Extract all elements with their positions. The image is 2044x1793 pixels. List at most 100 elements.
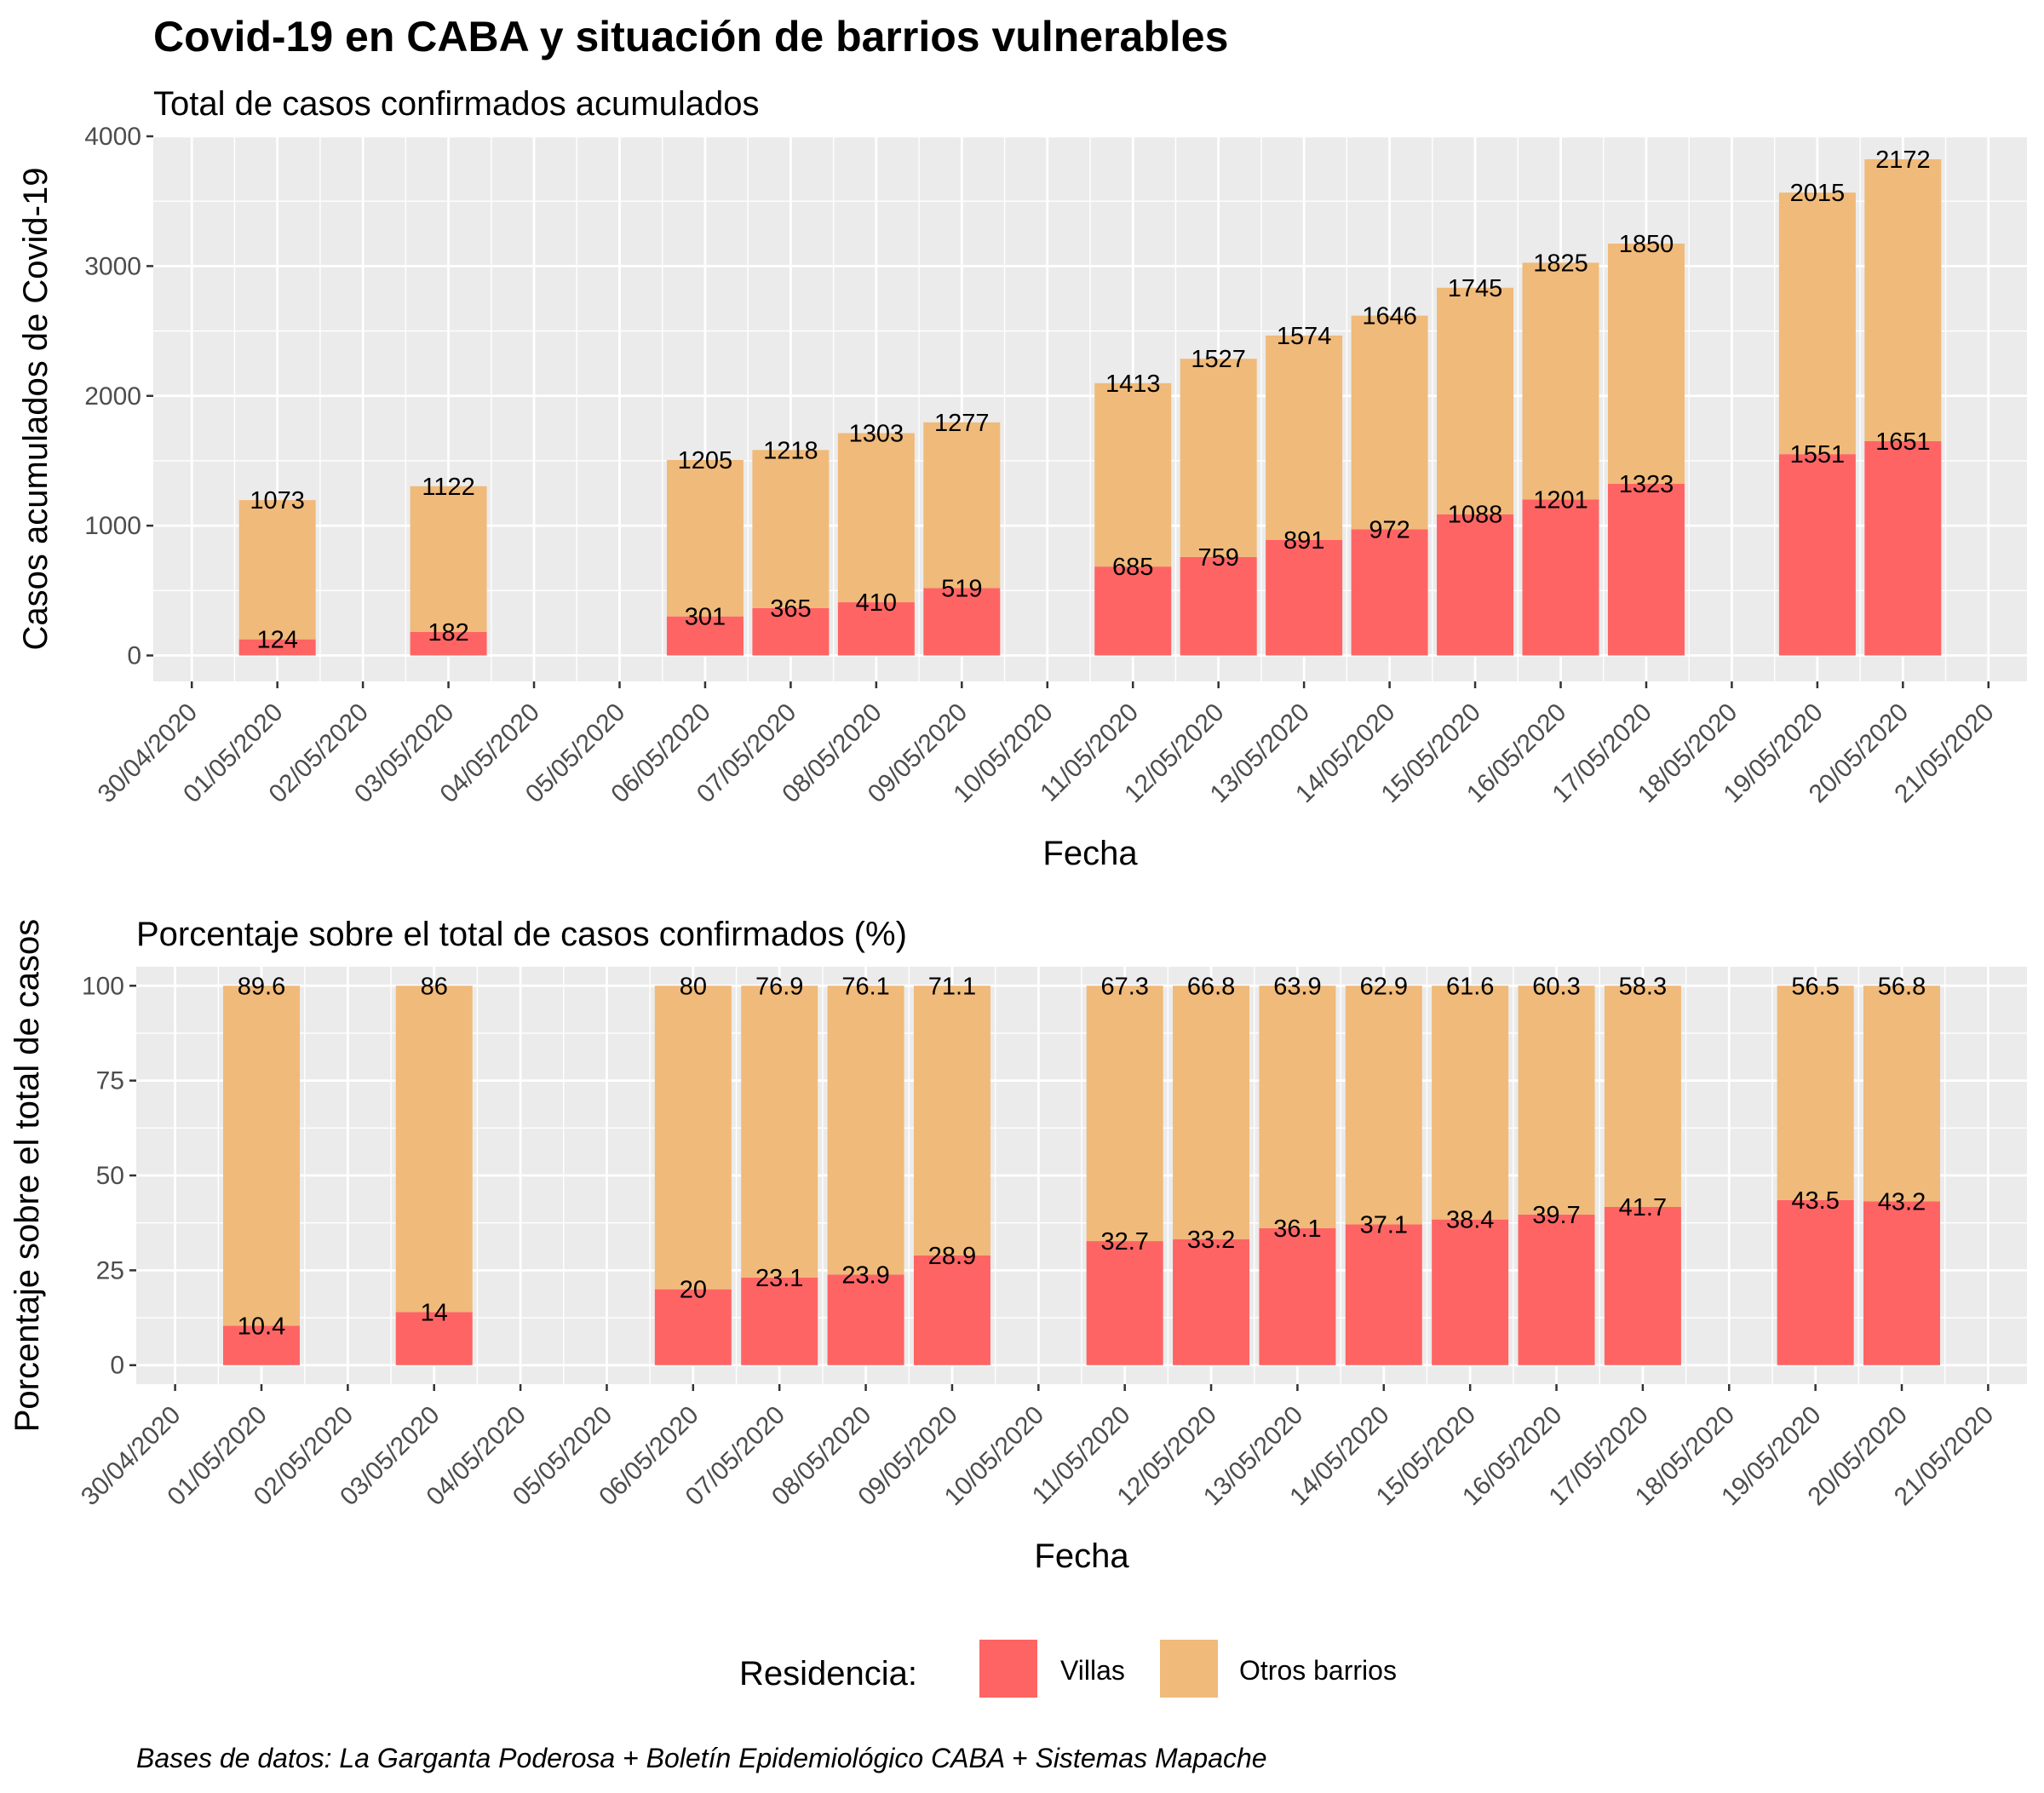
bars: 10.4 89.6 14 86 20 80 23.1 76.9 23.9 76.1 28.9 71.1… xyxy=(222,973,1941,1365)
bar-otros-barrios xyxy=(1173,986,1250,1239)
bar-otros-barrios xyxy=(1863,986,1941,1202)
y-tick-label: 75 xyxy=(96,1067,124,1095)
data-label-otros-barrios: 1646 xyxy=(1362,303,1417,330)
bar-villas xyxy=(410,631,487,656)
bar-villas xyxy=(1864,440,1942,656)
data-label-otros-barrios: 1205 xyxy=(678,447,733,474)
data-label-villas: 1323 xyxy=(1619,471,1674,498)
data-label-otros-barrios: 76.9 xyxy=(755,973,803,1000)
legend-key-otros-barrios xyxy=(1160,1640,1218,1698)
data-label-otros-barrios: 58.3 xyxy=(1619,973,1667,1000)
bar-villas xyxy=(1777,1199,1854,1365)
gridlines xyxy=(153,135,2027,681)
chart-subtitle: Total de casos confirmados acumulados xyxy=(153,85,759,123)
data-label-otros-barrios: 2172 xyxy=(1875,147,1931,174)
bar-otros-barrios xyxy=(1604,986,1681,1207)
chart-panel-2: Porcentaje sobre el total de casos confi… xyxy=(9,916,2027,1575)
bar-otros-barrios xyxy=(1777,986,1854,1200)
bar-villas xyxy=(1180,556,1257,656)
data-label-villas: 39.7 xyxy=(1532,1202,1580,1229)
bar-otros-barrios xyxy=(1432,986,1509,1220)
data-label-otros-barrios: 76.1 xyxy=(841,973,889,1000)
legend-key-villas xyxy=(979,1640,1037,1698)
bar-otros-barrios xyxy=(752,450,830,608)
legend: Residencia: Villas Otros barrios xyxy=(739,1640,1397,1698)
bar-villas xyxy=(395,1312,473,1365)
bar-villas xyxy=(1094,566,1172,656)
data-label-villas: 43.5 xyxy=(1791,1187,1839,1215)
bar-otros-barrios xyxy=(837,433,915,603)
data-label-otros-barrios: 60.3 xyxy=(1532,973,1580,1000)
bar-otros-barrios xyxy=(1094,382,1172,567)
y-tick-label: 1000 xyxy=(84,512,141,540)
data-label-otros-barrios: 86 xyxy=(421,973,448,1000)
y-tick-label: 50 xyxy=(96,1162,124,1190)
bar-villas xyxy=(837,602,915,656)
data-label-villas: 36.1 xyxy=(1273,1215,1321,1243)
bar-villas xyxy=(1437,514,1514,656)
y-axis-title: Porcentaje sobre el total de casos xyxy=(9,919,46,1433)
data-label-villas: 891 xyxy=(1283,527,1324,555)
data-label-otros-barrios: 1850 xyxy=(1619,231,1674,258)
x-axis-title: Fecha xyxy=(1034,1537,1129,1575)
bar-otros-barrios xyxy=(1086,986,1163,1242)
y-tick-label: 4000 xyxy=(84,123,141,151)
bar-otros-barrios xyxy=(1607,244,1685,484)
data-label-otros-barrios: 1527 xyxy=(1191,346,1246,373)
data-label-otros-barrios: 56.5 xyxy=(1791,973,1839,1000)
bar-otros-barrios xyxy=(1259,986,1336,1228)
bar-villas xyxy=(1607,483,1685,656)
data-label-otros-barrios: 71.1 xyxy=(928,973,976,1000)
y-tick-label: 0 xyxy=(127,642,141,670)
data-label-villas: 410 xyxy=(856,589,897,617)
data-label-villas: 519 xyxy=(941,575,982,602)
data-label-villas: 1551 xyxy=(1790,441,1846,468)
bar-otros-barrios xyxy=(395,986,473,1313)
bar-villas xyxy=(238,639,316,656)
data-label-otros-barrios: 1122 xyxy=(422,474,474,501)
data-label-otros-barrios: 80 xyxy=(680,973,707,1000)
data-label-villas: 10.4 xyxy=(238,1313,285,1340)
bar-villas xyxy=(752,607,830,656)
data-label-otros-barrios: 2015 xyxy=(1790,180,1846,207)
bar-otros-barrios xyxy=(923,422,1001,589)
data-label-villas: 20 xyxy=(680,1277,707,1304)
data-label-otros-barrios: 62.9 xyxy=(1360,973,1408,1000)
data-label-villas: 37.1 xyxy=(1360,1211,1408,1238)
bar-otros-barrios xyxy=(222,986,300,1326)
y-tick-label: 2000 xyxy=(84,382,141,411)
y-tick-label: 25 xyxy=(96,1256,124,1284)
bar-villas xyxy=(1778,454,1856,656)
y-tick-label: 0 xyxy=(110,1352,124,1380)
legend-label: Villas xyxy=(1060,1655,1125,1686)
data-label-villas: 41.7 xyxy=(1619,1194,1667,1221)
data-label-villas: 23.1 xyxy=(755,1265,803,1292)
bar-otros-barrios xyxy=(410,486,487,632)
bar-villas xyxy=(222,1325,300,1365)
x-axis-title: Fecha xyxy=(1042,835,1138,872)
data-label-otros-barrios: 1277 xyxy=(934,410,990,437)
bar-villas xyxy=(1432,1219,1509,1365)
figure-title: Covid-19 en CABA y situación de barrios … xyxy=(153,13,1228,60)
bar-villas xyxy=(1522,499,1599,656)
data-label-otros-barrios: 89.6 xyxy=(238,973,285,1000)
data-label-villas: 1651 xyxy=(1875,428,1931,456)
data-label-otros-barrios: 1303 xyxy=(849,420,904,447)
bar-villas xyxy=(1518,1214,1595,1365)
chart-panel-1: Total de casos confirmados acumulados 0 10… xyxy=(17,85,2027,872)
data-label-villas: 43.2 xyxy=(1878,1188,1926,1215)
bar-otros-barrios xyxy=(238,500,316,640)
data-label-villas: 1088 xyxy=(1448,502,1503,529)
data-label-otros-barrios: 1745 xyxy=(1448,275,1503,302)
bar-villas xyxy=(1173,1238,1250,1365)
bar-otros-barrios xyxy=(1266,335,1343,540)
bars: 124 1073 182 1122 301 1205 365 1218 410 1303 519 12… xyxy=(238,147,1942,656)
bar-villas xyxy=(913,1255,990,1365)
bar-otros-barrios xyxy=(654,986,732,1290)
data-label-villas: 33.2 xyxy=(1187,1227,1235,1254)
data-label-villas: 28.9 xyxy=(928,1243,976,1270)
y-axis-title: Casos acumulados de Covid-19 xyxy=(17,168,55,651)
caption: Bases de datos: La Garganta Poderosa + B… xyxy=(136,1743,1267,1773)
bar-otros-barrios xyxy=(1522,262,1599,500)
